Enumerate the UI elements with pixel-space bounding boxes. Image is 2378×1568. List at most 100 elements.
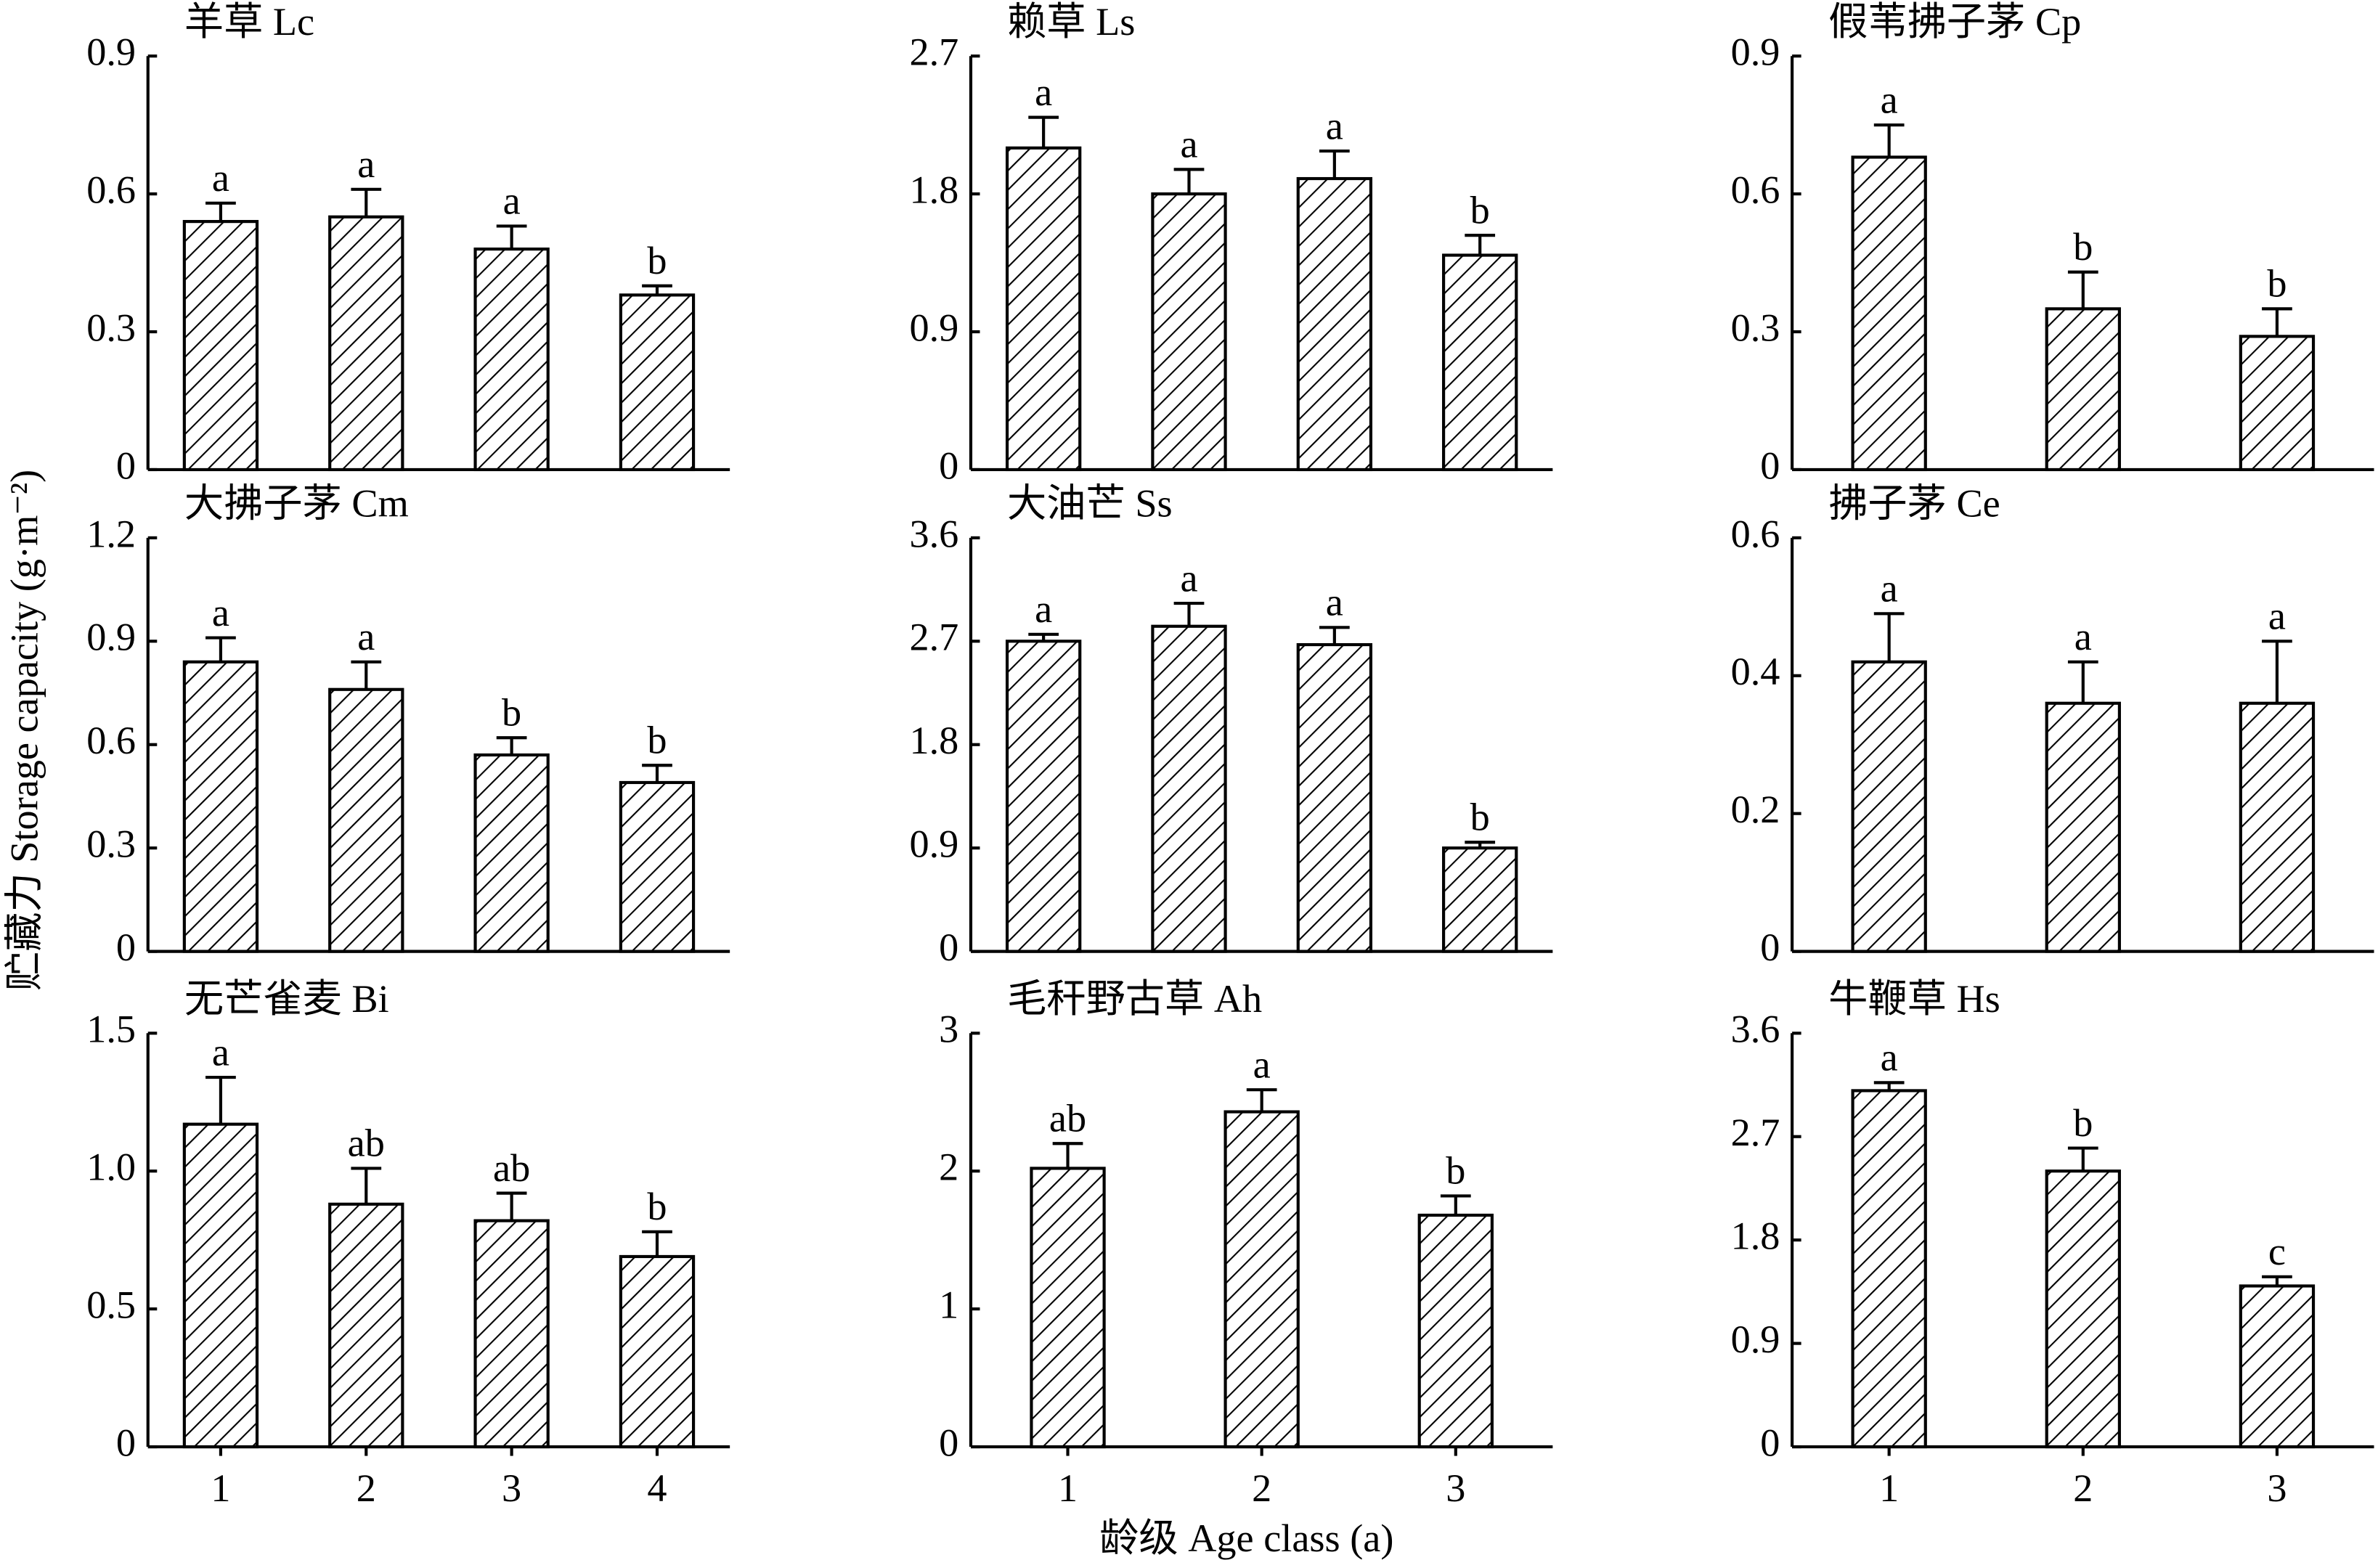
significance-letter: b — [1446, 1149, 1465, 1193]
bar — [1223, 1110, 1300, 1449]
x-tick-label: 2 — [357, 1466, 376, 1510]
chart-title: 假苇拂子茅 Cp — [1828, 0, 2081, 44]
y-tick-label: 0.5 — [86, 1283, 136, 1327]
y-tick-label: 3.6 — [909, 512, 958, 555]
significance-letter: a — [2268, 595, 2286, 638]
y-tick-label: 2.7 — [1731, 1111, 1780, 1154]
y-tick-label: 0.2 — [1731, 788, 1780, 831]
y-tick-label: 0.3 — [86, 822, 136, 866]
significance-letter: a — [1035, 587, 1052, 631]
y-tick-label: 1.0 — [86, 1146, 136, 1189]
significance-letter: b — [647, 1185, 667, 1228]
bar — [473, 248, 550, 472]
bar — [2045, 701, 2121, 953]
bar — [1005, 146, 1082, 472]
significance-letter: b — [1470, 795, 1490, 838]
chart-title: 无芒雀麦 Bi — [184, 977, 389, 1021]
y-tick-label: 2.7 — [909, 30, 958, 74]
significance-letter: c — [2268, 1230, 2286, 1273]
bar — [328, 1202, 404, 1449]
significance-letter: a — [1881, 567, 1898, 611]
chart-title: 牛鞭草 Hs — [1828, 977, 2000, 1021]
bar — [328, 687, 404, 953]
bar — [1851, 155, 1927, 472]
y-tick-label: 0 — [939, 444, 958, 487]
x-tick-label: 1 — [211, 1466, 230, 1510]
y-tick-label: 0.6 — [86, 719, 136, 762]
bar — [619, 293, 696, 472]
x-tick-label: 3 — [1446, 1466, 1465, 1510]
y-tick-label: 0.9 — [86, 616, 136, 659]
y-tick-label: 0.3 — [86, 306, 136, 349]
bar — [1151, 624, 1227, 953]
y-tick-label: 2.7 — [909, 616, 958, 659]
y-tick-label: 1.8 — [909, 719, 958, 762]
y-tick-label: 0.3 — [1731, 306, 1780, 349]
y-tick-label: 0 — [116, 444, 136, 487]
y-tick-label: 0.9 — [1731, 30, 1780, 74]
bar — [619, 780, 696, 953]
chart-title: 毛秆野古草 Ah — [1007, 977, 1262, 1021]
chart-title: 拂子茅 Ce — [1828, 482, 2000, 526]
y-tick-label: 1 — [939, 1283, 958, 1327]
significance-letter: b — [2073, 225, 2093, 269]
y-tick-label: 3 — [939, 1008, 958, 1051]
bar — [2045, 307, 2121, 472]
x-axis-label: 龄级 Age class (a) — [1099, 1516, 1393, 1560]
y-tick-label: 0.4 — [1731, 650, 1780, 693]
significance-letter: b — [647, 239, 667, 282]
y-tick-label: 0 — [1760, 926, 1780, 969]
significance-letter: a — [1180, 123, 1197, 166]
bar — [2045, 1169, 2121, 1449]
bar — [182, 220, 259, 472]
bar — [473, 1219, 550, 1449]
bar — [328, 215, 404, 472]
significance-letter: b — [1470, 188, 1490, 232]
bar — [1296, 176, 1373, 472]
bar — [1851, 660, 1927, 953]
chart-title: 大拂子茅 Cm — [184, 482, 409, 526]
x-tick-label: 1 — [1879, 1466, 1899, 1510]
bar — [1442, 846, 1518, 953]
significance-letter: a — [1326, 104, 1343, 147]
x-tick-label: 1 — [1058, 1466, 1078, 1510]
y-tick-label: 1.8 — [909, 168, 958, 212]
y-tick-label: 1.5 — [86, 1008, 136, 1051]
significance-letter: a — [357, 615, 375, 658]
chart-title: 赖草 Ls — [1007, 0, 1135, 44]
significance-letter: a — [212, 156, 229, 200]
y-tick-label: 0.6 — [1731, 168, 1780, 212]
bar — [1296, 642, 1373, 953]
bar — [1005, 640, 1082, 953]
y-tick-label: 0.9 — [909, 306, 958, 349]
significance-letter: a — [212, 1030, 229, 1074]
y-tick-label: 0 — [116, 1421, 136, 1464]
x-tick-label: 2 — [2073, 1466, 2093, 1510]
y-tick-label: 0.6 — [86, 168, 136, 212]
significance-letter: b — [502, 690, 521, 734]
y-tick-label: 1.8 — [1731, 1214, 1780, 1258]
bar — [182, 660, 259, 953]
significance-letter: a — [1253, 1042, 1271, 1086]
significance-letter: a — [503, 179, 521, 223]
significance-letter: ab — [1049, 1096, 1086, 1140]
x-tick-label: 2 — [1252, 1466, 1271, 1510]
chart-title: 羊草 Lc — [184, 0, 314, 44]
significance-letter: b — [2073, 1101, 2093, 1145]
significance-letter: b — [2267, 262, 2287, 306]
bar — [619, 1254, 696, 1449]
y-tick-label: 0 — [116, 926, 136, 969]
y-tick-label: 0 — [939, 1421, 958, 1464]
x-tick-label: 3 — [2267, 1466, 2287, 1510]
significance-letter: ab — [493, 1146, 530, 1190]
bar — [2239, 701, 2316, 953]
significance-letter: a — [212, 591, 229, 634]
bar — [2239, 1284, 2316, 1449]
y-axis-label: 贮藏力 Storage capacity (g·m⁻²) — [2, 470, 46, 991]
bar — [182, 1122, 259, 1449]
chart-title: 大油芒 Ss — [1007, 482, 1173, 526]
significance-letter: ab — [348, 1122, 385, 1165]
y-tick-label: 3.6 — [1731, 1008, 1780, 1051]
